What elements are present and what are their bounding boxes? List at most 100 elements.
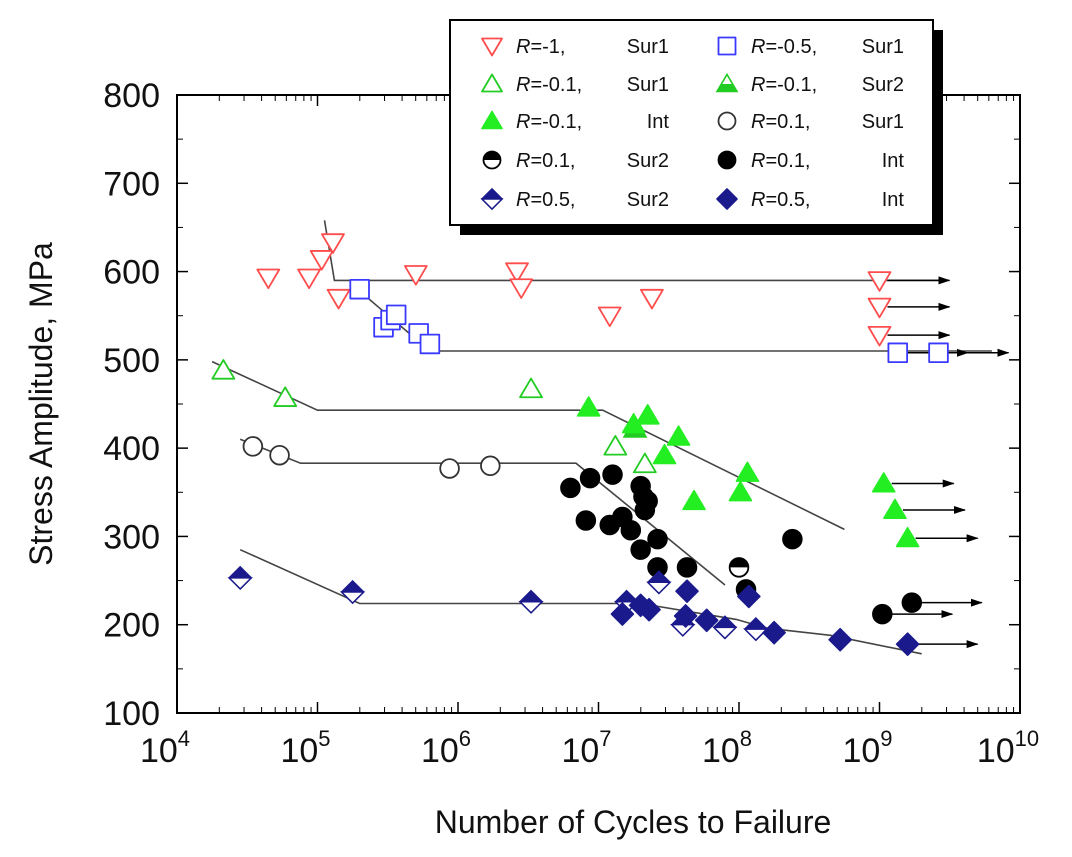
legend-marker-r05-int [716,188,738,210]
legend-site-r-05-sur1: Sur1 [862,36,904,58]
data-point-r05-int [895,632,920,656]
data-point-r-1-sur1 [403,265,428,286]
data-point-r-1-sur1 [505,262,529,283]
data-point-r-01-sur1 [603,435,628,456]
data-point-r05-sur2 [743,616,769,642]
legend-site-r01-sur2: Sur2 [627,150,669,172]
legend-marker-r-01-sur1 [481,73,503,93]
y-tick-label: 600 [103,254,160,292]
x-axis-title: Number of Cycles to Failure [435,804,832,840]
data-point-r01-int [901,592,923,613]
data-point-r-01-int [666,425,691,446]
data-point-r05-sur2 [712,615,738,640]
x-tick-label: 108 [702,726,752,770]
legend-label-r01-int: R=0.1, [751,150,811,172]
data-point-r01-int [676,557,698,578]
data-point-r01-sur1 [242,436,264,457]
y-tick-label: 800 [103,77,160,115]
data-point-r-01-int [652,443,677,465]
legend-label-r-01-int: R=-0.1, [516,111,582,133]
legend-label-r-01-sur1: R=-0.1, [516,74,582,96]
x-tick-label: 109 [842,726,892,770]
legend-label-r-05-sur1: R=-0.5, [751,36,817,58]
y-tick-label: 400 [103,430,160,468]
data-points [211,233,949,656]
data-point-r01-int [637,490,658,512]
data-point-r05-int [637,597,661,622]
data-point-r05-int [762,620,786,645]
legend-marker-r01-sur2 [482,150,502,170]
data-point-r05-sur2 [518,589,544,614]
data-point-r-05-sur1 [385,304,407,326]
x-tick-label: 106 [421,726,471,770]
data-point-r-01-int [728,481,753,502]
data-point-r01-int [560,477,581,499]
data-point-r-05-sur1 [928,342,949,364]
data-point-r-1-sur1 [321,233,345,254]
data-point-r01-sur1 [439,458,460,479]
data-point-r-1-sur1 [326,288,351,310]
legend-marker-r-05-sur1 [717,36,737,56]
data-point-r-01-sur1 [273,386,298,407]
data-point-r01-int [782,528,803,550]
data-point-r-01-int [735,461,760,482]
fit-lines [211,220,992,655]
data-point-r05-int [610,602,635,626]
legend-site-r01-int: Int [882,150,905,172]
legend-box [449,19,934,226]
y-tick-label: 700 [103,165,160,203]
data-point-r05-int [675,579,699,603]
data-point-r-01-int [682,489,706,511]
legend-marker-r-01-sur2 [715,72,739,93]
data-point-r-1-sur1 [867,271,892,292]
x-tick-label: 1010 [977,726,1039,770]
x-tick-labels: 104 105 106 107 108 109 1010 [140,726,1039,770]
legend-marker-r05-sur2 [480,187,504,211]
data-point-r-1-sur1 [639,288,664,310]
legend-marker-r01-sur1 [717,111,737,131]
data-point-r-01-int [871,472,896,493]
legend-label-r01-sur1: R=0.1, [751,111,811,133]
data-point-r01-sur1 [269,444,290,466]
x-tick-label: 104 [140,726,190,770]
legend-label-r01-sur2: R=0.1, [516,150,576,172]
legend-site-r-01-int: Int [647,111,670,133]
data-point-r05-int [737,584,761,609]
legend-site-r05-int: Int [882,189,905,211]
data-point-r01-sur1 [480,455,501,477]
legend-label-r05-sur2: R=0.5, [516,189,576,211]
data-point-r-01-int [883,498,907,519]
y-tick-label: 500 [103,342,160,380]
data-point-r01-int [620,519,642,541]
data-point-r01-sur2 [728,557,750,578]
data-point-r05-sur2 [227,565,253,591]
fit-line [239,548,922,655]
data-point-r01-int [872,603,893,625]
legend-site-r-1-sur1: Sur1 [627,36,669,58]
data-point-r05-sur2 [339,579,366,605]
data-point-r01-int [579,467,601,489]
x-tick-label: 105 [280,726,330,770]
y-tick-label: 200 [103,607,160,645]
fit-line [359,290,992,352]
data-point-r05-int [694,608,719,633]
legend-site-r-01-sur2: Sur2 [862,74,904,96]
data-point-r-01-sur1 [211,359,236,380]
legend-site-r05-sur2: Sur2 [627,189,669,211]
legend-site-r-01-sur1: Sur1 [627,74,669,96]
data-point-r-01-sur1 [519,377,543,399]
data-point-r-01-int [635,404,660,425]
legend-marker-r01-int [717,150,737,170]
data-point-r-01-sur1 [632,452,657,474]
legend-site-r01-sur1: Sur1 [862,111,904,133]
data-point-r-1-sur1 [509,278,534,299]
legend-marker-r-1-sur1 [481,37,503,57]
data-point-r05-sur2 [646,570,672,595]
data-point-r01-int [575,510,597,531]
data-point-r-1-sur1 [867,297,892,319]
data-point-r-05-sur1 [887,342,909,364]
legend-label-r-1-sur1: R=-1, [516,36,565,58]
data-point-r-01-int [895,526,920,548]
data-point-r-1-sur1 [309,250,334,271]
